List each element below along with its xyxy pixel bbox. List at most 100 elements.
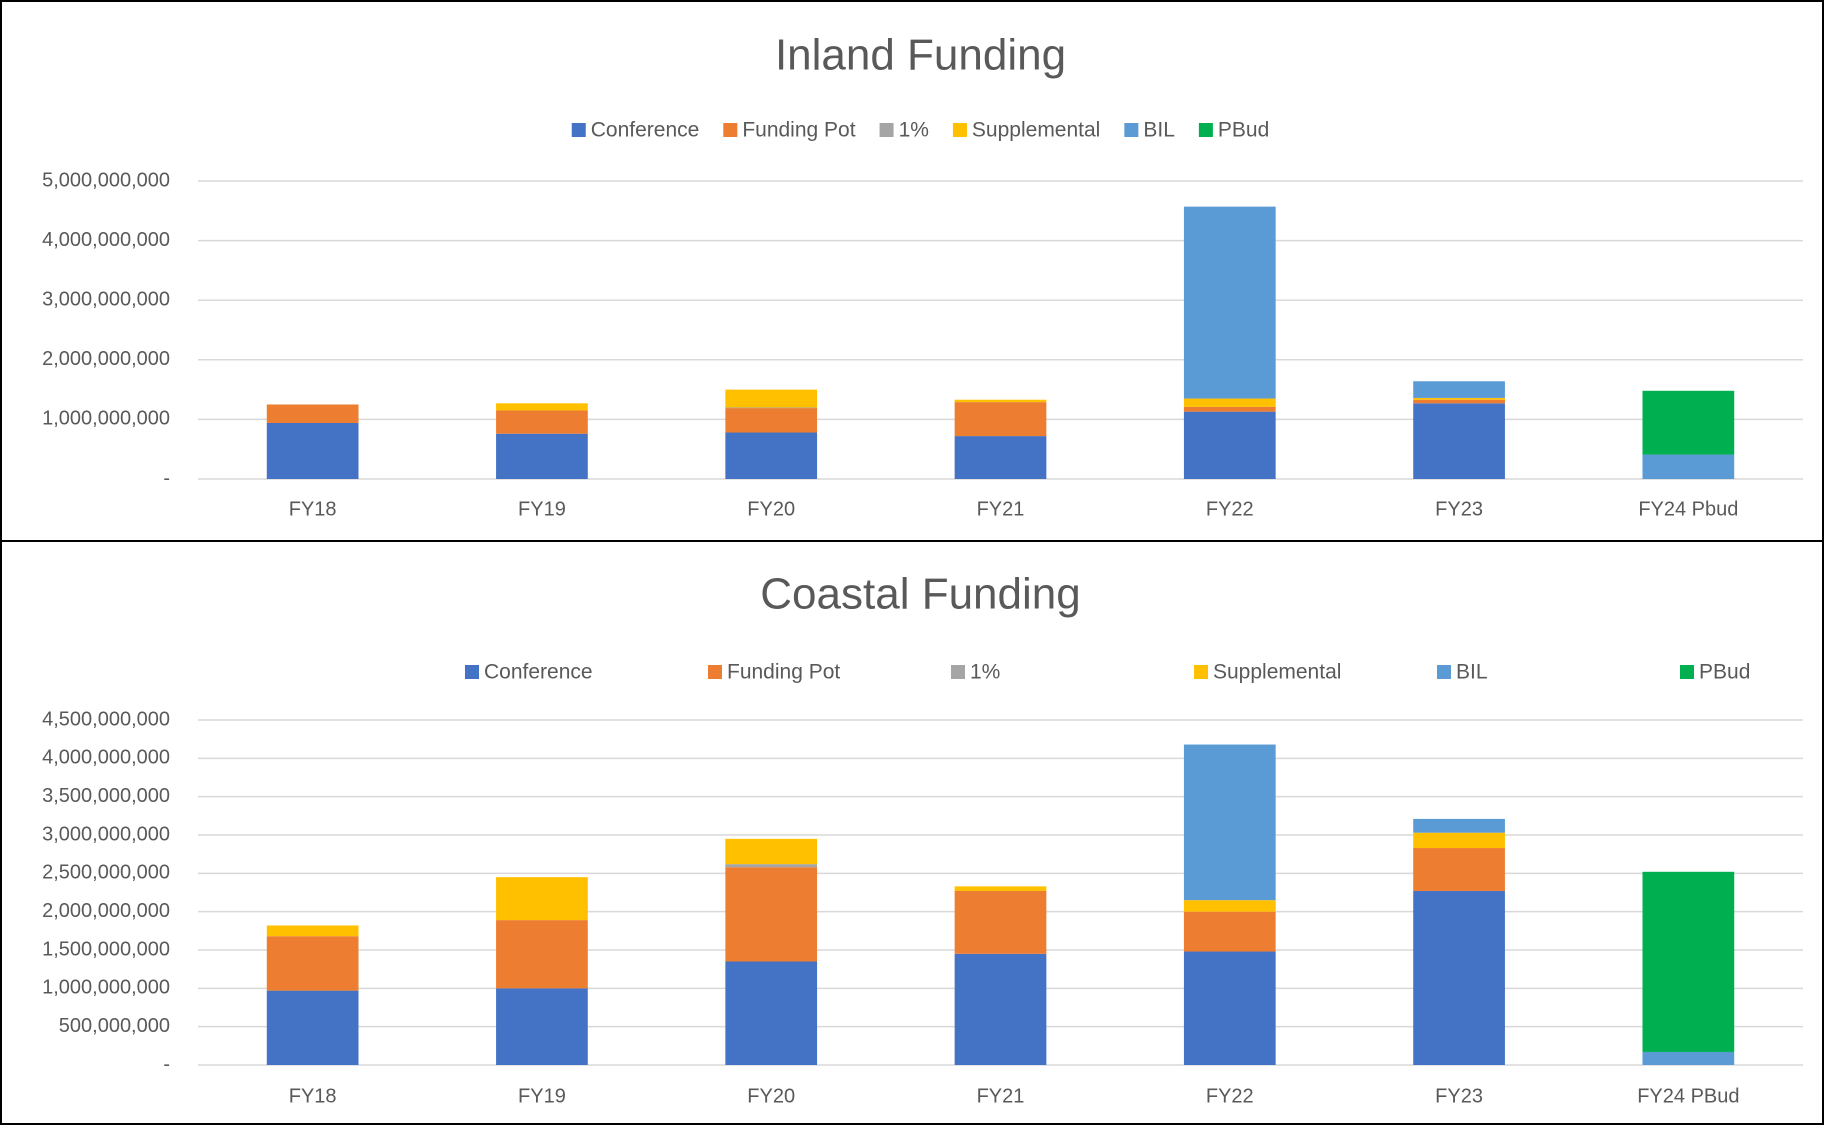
y-tick-label: 2,500,000,000 xyxy=(42,862,170,884)
bar-segment xyxy=(1642,454,1735,479)
y-tick-label: 1,500,000,000 xyxy=(42,938,170,960)
bar-segment xyxy=(954,402,1047,437)
chart-title: Coastal Funding xyxy=(760,570,1080,619)
legend-item: Supplemental xyxy=(952,119,1100,142)
bar-segment xyxy=(1183,744,1276,901)
bar-segment xyxy=(1183,398,1276,407)
legend-label: BIL xyxy=(1456,661,1488,684)
legend-swatch xyxy=(465,665,479,679)
bar-segment xyxy=(1183,206,1276,399)
legend-label: 1% xyxy=(899,119,929,142)
bar-segment xyxy=(1413,397,1505,400)
y-tick-label: 4,000,000,000 xyxy=(42,747,170,769)
x-tick-label: FY21 xyxy=(977,498,1025,520)
legend-label: Funding Pot xyxy=(742,119,855,142)
y-tick-label: 5,000,000,000 xyxy=(42,169,170,191)
legend-item: PBud xyxy=(1198,119,1269,142)
bar-segment xyxy=(954,399,1047,403)
bar-segment xyxy=(1413,399,1505,404)
legend-item: Conference xyxy=(465,661,593,684)
bar-segment xyxy=(954,890,1047,954)
bar-segment xyxy=(266,422,359,479)
chart-title: Inland Funding xyxy=(775,31,1066,80)
y-tick-label: - xyxy=(163,1053,170,1075)
bar-segment xyxy=(1413,832,1505,849)
bar-segment xyxy=(1183,406,1276,412)
x-tick-label: FY23 xyxy=(1435,1085,1483,1107)
legend-swatch xyxy=(571,123,586,137)
bar-segment xyxy=(725,389,818,408)
bar-segment xyxy=(496,410,588,434)
legend-label: BIL xyxy=(1143,119,1175,142)
bar-segment xyxy=(1413,890,1505,1065)
legend-label: Conference xyxy=(484,661,593,684)
bar-segment xyxy=(1183,911,1276,952)
bar-segment xyxy=(725,408,818,433)
bar-segment xyxy=(725,432,818,479)
y-tick-label: 3,000,000,000 xyxy=(42,288,170,310)
y-tick-label: 3,000,000,000 xyxy=(42,823,170,845)
y-tick-label: 4,500,000,000 xyxy=(42,708,170,730)
legend-label: 1% xyxy=(970,661,1000,684)
bar-segment xyxy=(1413,818,1505,833)
bar-segment xyxy=(266,936,359,991)
legend-swatch xyxy=(952,123,967,137)
legend: Conference Funding Pot 1% Supplemental BIL PB… xyxy=(571,119,1269,142)
x-tick-label: FY23 xyxy=(1435,498,1483,520)
legend-label: Funding Pot xyxy=(727,661,840,684)
bar-segment xyxy=(725,961,818,1065)
legend-item: Funding Pot xyxy=(708,661,840,684)
y-tick-label: 500,000,000 xyxy=(59,1015,170,1037)
bar-segment xyxy=(496,433,588,479)
legend-label: Supplemental xyxy=(972,119,1100,142)
legend-item: 1% xyxy=(879,119,929,142)
y-tick-label: 2,000,000,000 xyxy=(42,900,170,922)
legend-item: Conference xyxy=(571,119,699,142)
x-tick-label: FY18 xyxy=(289,1085,337,1107)
legend-label: Supplemental xyxy=(1213,661,1341,684)
legend-swatch xyxy=(708,665,722,679)
x-tick-label: FY22 xyxy=(1206,498,1254,520)
bar-segment xyxy=(1642,390,1735,455)
bar-segment xyxy=(266,404,359,423)
legend-item: PBud xyxy=(1680,661,1750,684)
y-tick-label: 1,000,000,000 xyxy=(42,408,170,430)
bar-segment xyxy=(954,436,1047,479)
legend-swatch xyxy=(1194,665,1208,679)
x-tick-label: FY21 xyxy=(977,1085,1025,1107)
x-tick-label: FY24 Pbud xyxy=(1638,498,1738,520)
x-tick-label: FY24 PBud xyxy=(1637,1085,1739,1107)
legend-swatch xyxy=(1124,123,1139,137)
legend-label: PBud xyxy=(1699,661,1750,684)
legend-swatch xyxy=(951,665,965,679)
legend-item: BIL xyxy=(1437,661,1488,684)
bar-segment xyxy=(1413,848,1505,891)
y-tick-label: 3,500,000,000 xyxy=(42,785,170,807)
bar-segment xyxy=(1413,381,1505,398)
y-tick-label: 2,000,000,000 xyxy=(42,348,170,370)
bar-segment xyxy=(1183,900,1276,912)
x-tick-label: FY19 xyxy=(518,498,566,520)
y-tick-label: 4,000,000,000 xyxy=(42,229,170,251)
bar-segment xyxy=(725,838,818,865)
legend-item: Funding Pot xyxy=(723,119,856,142)
bar-segment xyxy=(496,920,588,989)
x-tick-label: FY20 xyxy=(747,498,795,520)
bar-segment xyxy=(266,925,359,937)
bar-segment xyxy=(266,990,359,1065)
bar-segment xyxy=(1642,871,1735,1052)
legend-item: 1% xyxy=(951,661,1000,684)
bar-segment xyxy=(954,886,1047,891)
legend-swatch xyxy=(723,123,738,137)
legend-swatch xyxy=(1437,665,1451,679)
bar-segment xyxy=(954,953,1047,1065)
bar-segment xyxy=(725,407,818,409)
bar-segment xyxy=(1413,403,1505,479)
legend-item: BIL xyxy=(1124,119,1175,142)
x-tick-label: FY22 xyxy=(1206,1085,1254,1107)
bar-segment xyxy=(1642,1051,1735,1065)
bar-segment xyxy=(496,877,588,921)
legend-label: PBud xyxy=(1218,119,1269,142)
